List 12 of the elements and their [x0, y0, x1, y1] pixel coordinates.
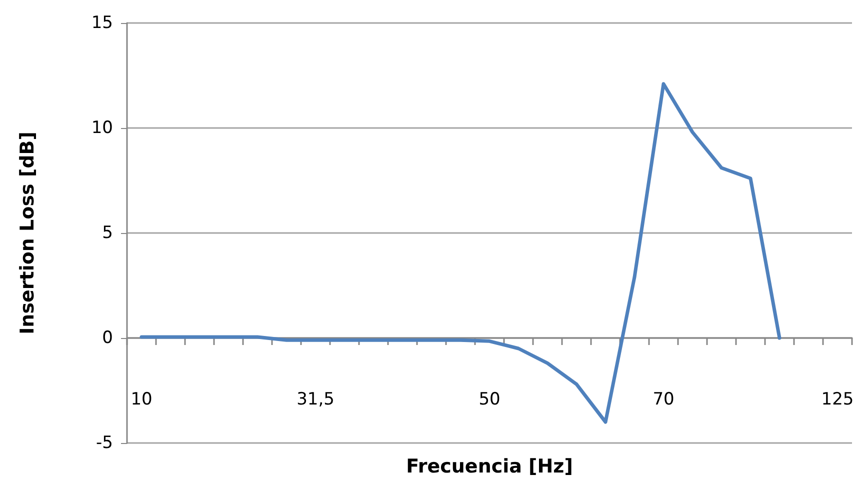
y-axis-title: Insertion Loss [dB]	[16, 132, 38, 334]
x-tick-label: 70	[652, 390, 674, 410]
y-tick-label: 5	[102, 223, 113, 243]
y-tick-label: 15	[91, 13, 113, 33]
x-tick-label: 50	[478, 390, 500, 410]
x-axis-title: Frecuencia [Hz]	[406, 456, 573, 478]
x-tick-label: 125	[821, 390, 854, 410]
y-tick-label: 10	[91, 118, 113, 138]
x-tick-label: 31,5	[296, 390, 334, 410]
y-tick-label: 0	[102, 328, 113, 348]
x-tick-label: 10	[130, 390, 152, 410]
y-tick-label: -5	[96, 433, 113, 453]
